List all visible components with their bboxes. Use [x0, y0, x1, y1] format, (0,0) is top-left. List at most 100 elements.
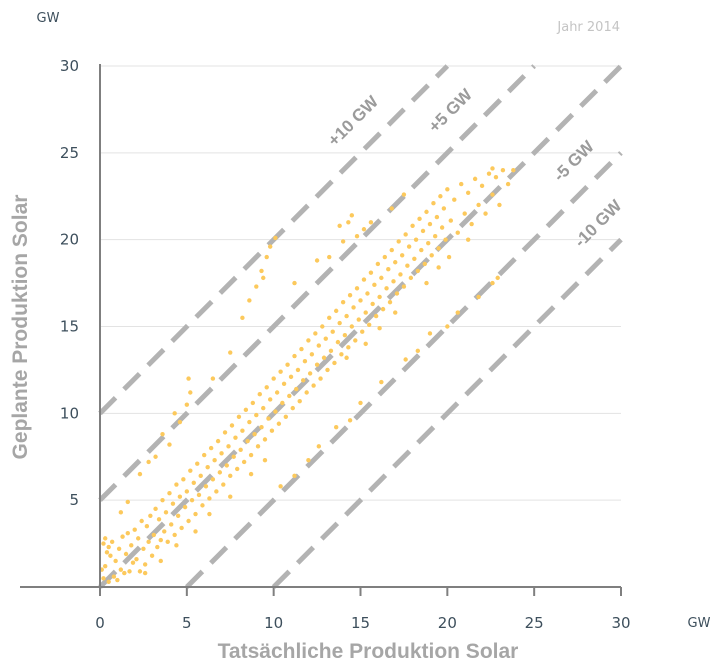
data-point [139, 518, 144, 524]
data-point [189, 497, 195, 503]
x-tick-label: 15 [351, 614, 370, 632]
data-point [399, 253, 405, 258]
data-point [358, 400, 363, 406]
x-unit-label: GW [688, 616, 711, 631]
data-point [347, 418, 353, 423]
data-point [401, 284, 407, 289]
data-point [254, 412, 259, 418]
data-point [184, 402, 190, 407]
data-point [221, 482, 226, 487]
data-point [361, 277, 367, 282]
data-point [137, 569, 143, 574]
data-point [182, 504, 188, 510]
reference-line [98, 64, 536, 502]
data-point [292, 353, 297, 359]
data-point [373, 313, 379, 319]
data-point [490, 192, 495, 197]
data-point [285, 362, 290, 367]
data-point [158, 558, 163, 564]
data-point [283, 414, 289, 420]
data-points [99, 166, 516, 584]
data-point [262, 458, 268, 463]
data-point [241, 459, 247, 465]
data-point [354, 233, 360, 239]
data-point [448, 218, 454, 223]
data-point [118, 510, 124, 515]
data-point [344, 313, 349, 319]
data-point [445, 187, 450, 192]
data-point [320, 324, 325, 329]
data-point [422, 261, 427, 267]
data-point [267, 397, 273, 402]
data-point [238, 447, 243, 453]
data-point [347, 293, 353, 298]
data-point [349, 213, 355, 218]
data-point [137, 471, 143, 477]
data-point [307, 371, 313, 376]
data-point [109, 539, 115, 545]
data-point [247, 419, 252, 425]
data-point [155, 544, 160, 550]
data-point [361, 227, 367, 232]
data-point [445, 324, 450, 329]
data-point [368, 270, 374, 275]
data-point [311, 383, 316, 388]
data-point [419, 247, 424, 253]
data-point [228, 494, 233, 499]
data-point [372, 282, 377, 288]
data-point [247, 298, 252, 303]
data-point [497, 202, 502, 208]
data-point [248, 452, 254, 458]
data-point [358, 298, 363, 303]
data-point [193, 511, 198, 517]
data-point [172, 411, 177, 416]
data-point [169, 522, 174, 527]
data-point [179, 525, 184, 531]
reference-lines [98, 64, 623, 589]
data-point [393, 260, 398, 265]
data-point [267, 244, 273, 249]
data-point [511, 168, 516, 173]
data-point [281, 381, 287, 387]
data-point [259, 425, 264, 430]
data-point [163, 510, 169, 515]
data-point [465, 190, 471, 195]
data-point [177, 494, 183, 499]
data-point [292, 280, 297, 286]
data-point [313, 331, 318, 336]
data-point [257, 392, 262, 397]
reference-line-label: -5 GW [550, 136, 599, 185]
data-point [294, 386, 299, 392]
reference-line-0 [98, 64, 623, 589]
data-point [195, 461, 200, 466]
data-point [424, 280, 429, 286]
data-point [196, 492, 202, 498]
data-point [429, 253, 434, 258]
data-point [250, 400, 256, 406]
data-point [255, 444, 261, 449]
data-point [335, 339, 341, 345]
data-point [198, 473, 203, 479]
data-point [363, 310, 368, 315]
data-point [118, 567, 124, 572]
data-point [427, 221, 433, 227]
data-point [292, 473, 297, 479]
data-point [149, 553, 155, 558]
data-point [229, 423, 235, 428]
data-point [360, 329, 365, 334]
data-point [165, 539, 170, 545]
data-point [316, 444, 322, 449]
data-point [111, 574, 117, 579]
data-point [243, 407, 249, 413]
data-point [202, 452, 207, 458]
data-point [462, 211, 467, 216]
data-point [234, 466, 240, 472]
data-point [264, 385, 269, 390]
data-point [181, 477, 186, 482]
data-point [240, 428, 245, 433]
data-point [170, 501, 176, 506]
data-point [438, 194, 443, 199]
x-tick-label: 20 [438, 614, 457, 632]
data-point [420, 228, 426, 234]
data-point [455, 230, 460, 235]
